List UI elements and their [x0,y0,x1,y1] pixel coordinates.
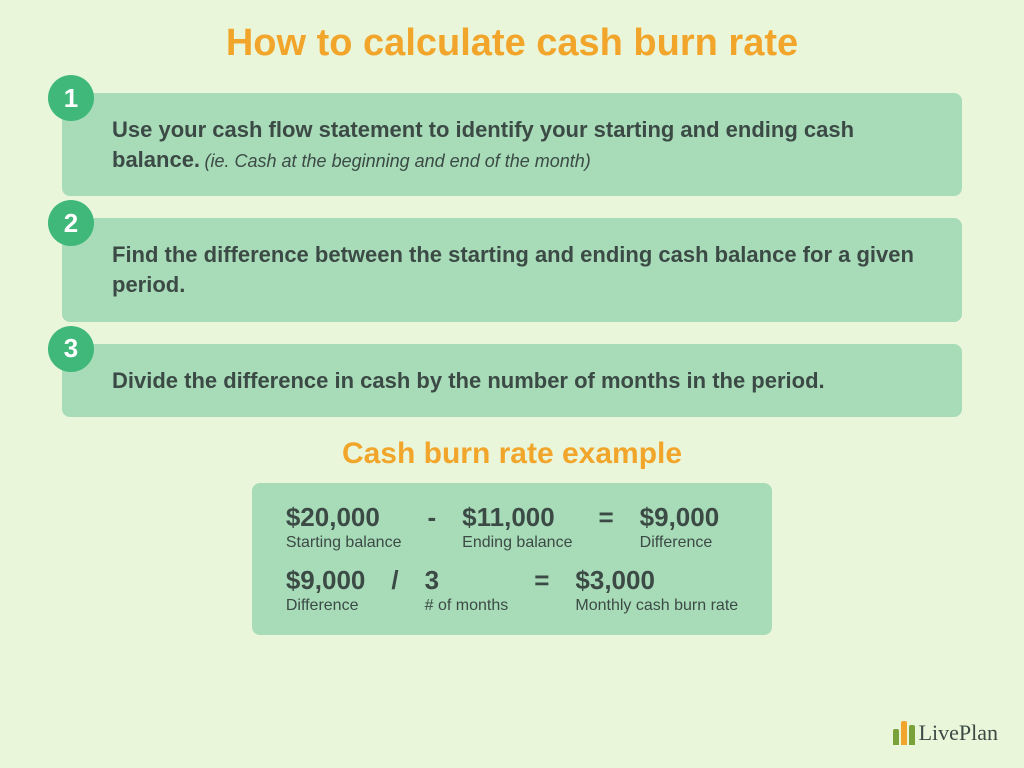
example-title: Cash burn rate example [0,437,1024,471]
equation-row-2: $9,000 Difference / 3 # of months = $3,0… [286,566,738,615]
example-wrap: $20,000 Starting balance - $11,000 Endin… [0,483,1024,634]
term-label: Ending balance [462,534,572,552]
term-label: Difference [640,534,720,552]
example-box: $20,000 Starting balance - $11,000 Endin… [252,483,772,634]
term-burn-rate: $3,000 Monthly cash burn rate [575,566,738,615]
term-value: $3,000 [575,566,738,595]
term-value: $9,000 [286,566,366,595]
operator-equals: = [534,566,549,595]
step-1: 1 Use your cash flow statement to identi… [62,93,962,196]
operator-divide: / [391,566,398,595]
step-box: Use your cash flow statement to identify… [62,93,962,196]
term-value: $20,000 [286,503,402,532]
step-text: Find the difference between the starting… [112,242,914,297]
logo-text: LivePlan [919,720,998,746]
operator-minus: - [427,503,436,532]
step-note: (ie. Cash at the beginning and end of th… [205,151,591,171]
term-label: Starting balance [286,534,402,552]
step-2: 2 Find the difference between the starti… [62,218,962,321]
step-box: Divide the difference in cash by the num… [62,344,962,418]
operator-equals: = [598,503,613,532]
logo-bars-icon [893,721,915,745]
step-3: 3 Divide the difference in cash by the n… [62,344,962,418]
term-value: $9,000 [640,503,720,532]
equation-row-1: $20,000 Starting balance - $11,000 Endin… [286,503,738,552]
term-starting-balance: $20,000 Starting balance [286,503,402,552]
step-text: Divide the difference in cash by the num… [112,368,825,393]
term-label: Difference [286,597,366,615]
liveplan-logo: LivePlan [893,720,998,746]
term-difference: $9,000 Difference [286,566,366,615]
step-badge: 3 [48,326,94,372]
term-months: 3 # of months [425,566,509,615]
term-label: # of months [425,597,509,615]
term-ending-balance: $11,000 Ending balance [462,503,572,552]
steps-list: 1 Use your cash flow statement to identi… [0,93,1024,417]
term-value: $11,000 [462,503,572,532]
term-label: Monthly cash burn rate [575,597,738,615]
term-value: 3 [425,566,509,595]
step-badge: 1 [48,75,94,121]
page-title: How to calculate cash burn rate [0,0,1024,71]
term-difference: $9,000 Difference [640,503,720,552]
step-box: Find the difference between the starting… [62,218,962,321]
